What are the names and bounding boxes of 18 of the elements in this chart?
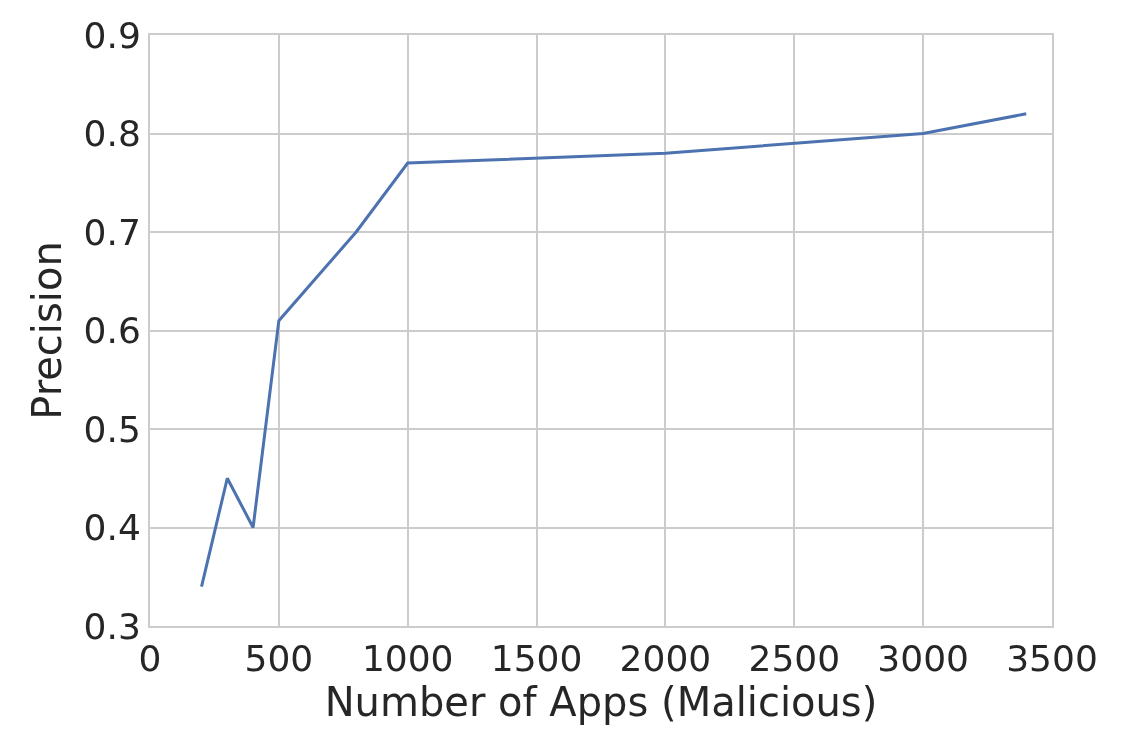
y-tick-label: 0.3	[83, 605, 141, 647]
y-tick-label: 0.4	[83, 507, 141, 549]
x-tick-label: 3500	[1006, 638, 1098, 680]
x-tick-label: 2500	[748, 638, 841, 680]
y-axis-title: Precision	[23, 241, 70, 420]
x-tick-label: 500	[244, 638, 314, 680]
y-tick-label: 0.6	[83, 310, 141, 352]
x-tick-label: 1500	[490, 638, 583, 680]
x-tick-label: 1000	[361, 638, 454, 680]
x-axis-title: Number of Apps (Malicious)	[324, 679, 878, 726]
x-tick-label: 3000	[877, 638, 969, 680]
line-series	[200, 112, 1028, 589]
y-tick-label: 0.5	[83, 408, 141, 450]
x-tick-label: 0	[138, 638, 162, 680]
x-tick-label: 2000	[619, 638, 712, 680]
y-tick-label: 0.9	[83, 14, 141, 56]
y-tick-label: 0.7	[83, 211, 141, 253]
y-tick-label: 0.8	[83, 113, 141, 155]
